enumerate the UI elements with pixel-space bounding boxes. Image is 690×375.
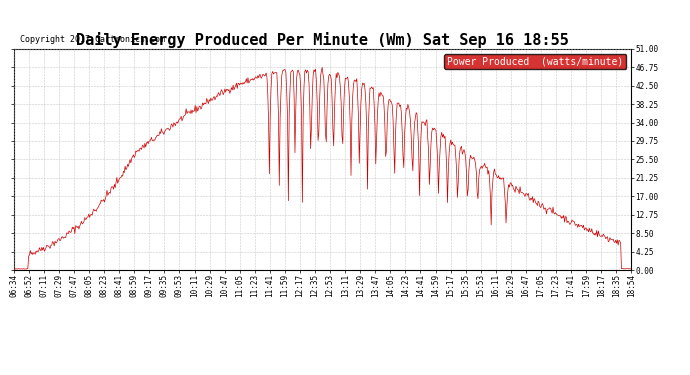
Text: Copyright 2017 Cartronics.com: Copyright 2017 Cartronics.com bbox=[20, 35, 165, 44]
Title: Daily Energy Produced Per Minute (Wm) Sat Sep 16 18:55: Daily Energy Produced Per Minute (Wm) Sa… bbox=[76, 32, 569, 48]
Legend: Power Produced  (watts/minute): Power Produced (watts/minute) bbox=[444, 54, 627, 69]
